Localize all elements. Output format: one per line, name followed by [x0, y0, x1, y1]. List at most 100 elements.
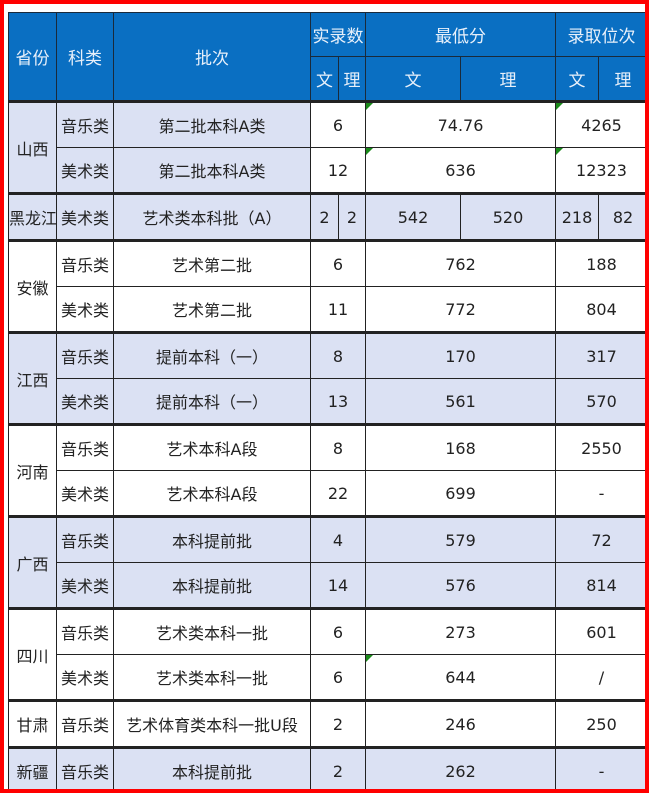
- batch-cell: 艺术本科A段: [113, 423, 311, 471]
- category-cell: 音乐类: [56, 746, 114, 789]
- batch-cell: 艺术体育类本科一批U段: [113, 699, 311, 748]
- min-li-cell: 520: [460, 192, 556, 241]
- table-row: 甘肃 音乐类 艺术体育类本科一批U段 2 246 250: [8, 699, 645, 748]
- rank-cell: 250: [555, 699, 645, 748]
- province-cell: 甘肃: [8, 699, 57, 748]
- min-score-cell: 772: [365, 286, 556, 333]
- min-score-cell: 699: [365, 470, 556, 517]
- table-row: 美术类 本科提前批 14 576 814: [9, 562, 645, 609]
- min-score-cell: 74.76: [365, 100, 556, 148]
- rank-cell: 814: [555, 562, 645, 609]
- table-row: 美术类 艺术类本科一批 6 644/: [9, 654, 645, 701]
- min-score-cell: 762: [365, 239, 556, 287]
- rank-cell: 2550: [555, 423, 645, 471]
- admitted-cell: 11: [310, 286, 366, 333]
- batch-cell: 本科提前批: [113, 515, 311, 563]
- admitted-cell: 2: [310, 699, 366, 748]
- province-cell: 山西: [8, 100, 57, 194]
- header-admitted-wen: 文: [310, 56, 339, 102]
- table-row: 山西 音乐类 第二批本科A类 6 74.76 4265: [8, 100, 645, 194]
- rank-cell: -: [555, 470, 645, 517]
- min-score-cell: 168: [365, 423, 556, 471]
- table-row: 美术类 第二批本科A类 12 636 12323: [9, 147, 645, 194]
- category-cell: 美术类: [56, 562, 114, 609]
- header-category: 科类: [56, 12, 114, 102]
- batch-cell: 第二批本科A类: [113, 147, 311, 194]
- min-score-cell: 246: [365, 699, 556, 748]
- category-cell: 美术类: [56, 470, 114, 517]
- category-cell: 音乐类: [56, 699, 114, 748]
- province-cell: 河南: [8, 423, 57, 517]
- admitted-cell: 6: [310, 239, 366, 287]
- min-score-cell: 262: [365, 746, 556, 789]
- admitted-cell: 22: [310, 470, 366, 517]
- rank-cell: 72: [555, 515, 645, 563]
- admitted-cell: 6: [310, 100, 366, 148]
- batch-cell: 第二批本科A类: [113, 100, 311, 148]
- header-admitted-li: 理: [338, 56, 366, 102]
- admitted-cell: 6: [310, 607, 366, 655]
- table-row: 安徽 音乐类 艺术第二批 6 762 188: [8, 239, 645, 333]
- header-min-li: 理: [460, 56, 556, 102]
- rank-cell: -: [555, 746, 645, 789]
- table-row: 河南 音乐类 艺术本科A段 8 168 2550: [8, 423, 645, 517]
- min-score-cell: 170: [365, 331, 556, 379]
- header-min-score: 最低分: [365, 12, 556, 57]
- admitted-cell: 6: [310, 654, 366, 701]
- category-cell: 美术类: [56, 192, 114, 241]
- min-score-cell: 579: [365, 515, 556, 563]
- category-cell: 美术类: [56, 286, 114, 333]
- category-cell: 音乐类: [56, 100, 114, 148]
- batch-cell: 艺术类本科批（A）: [113, 192, 311, 241]
- category-cell: 音乐类: [56, 515, 114, 563]
- rank-cell: 4265: [555, 100, 645, 148]
- table-row: 美术类 艺术第二批 11 772 804: [9, 286, 645, 333]
- category-cell: 音乐类: [56, 331, 114, 379]
- batch-cell: 本科提前批: [113, 562, 311, 609]
- province-cell: 广西: [8, 515, 57, 609]
- category-cell: 音乐类: [56, 423, 114, 471]
- table-row: 美术类 艺术本科A段 22 699-: [9, 470, 645, 517]
- rank-li-cell: 82: [598, 192, 645, 241]
- admitted-cell: 13: [310, 378, 366, 425]
- batch-cell: 艺术类本科一批: [113, 654, 311, 701]
- table-row: 美术类 提前本科（一） 13 561 570: [9, 378, 645, 425]
- admitted-wen-cell: 2: [310, 192, 339, 241]
- admission-table: 省份 科类 批次 实录数 最低分 录取位次 文 理 文 理 文 理 山西 音乐类第…: [8, 12, 645, 789]
- header-batch: 批次: [113, 12, 311, 102]
- category-cell: 美术类: [56, 147, 114, 194]
- admitted-li-cell: 2: [338, 192, 366, 241]
- admitted-cell: 4: [310, 515, 366, 563]
- header-rank-li: 理: [598, 56, 645, 102]
- province-cell: 四川: [8, 607, 57, 701]
- province-cell: 黑龙江: [8, 192, 57, 241]
- admitted-cell: 8: [310, 423, 366, 471]
- admitted-cell: 8: [310, 331, 366, 379]
- min-score-cell: 576: [365, 562, 556, 609]
- rank-wen-cell: 218: [555, 192, 599, 241]
- min-score-cell: 273: [365, 607, 556, 655]
- province-cell: 江西: [8, 331, 57, 425]
- min-score-cell: 644: [365, 654, 556, 701]
- header-admitted: 实录数: [310, 12, 366, 57]
- table-row: 广西 音乐类 本科提前批 4 579 72: [8, 515, 645, 609]
- header-province: 省份: [8, 12, 57, 102]
- batch-cell: 本科提前批: [113, 746, 311, 789]
- rank-cell: 601: [555, 607, 645, 655]
- header-rank: 录取位次: [555, 12, 645, 57]
- min-wen-cell: 542: [365, 192, 461, 241]
- header-rank-wen: 文: [555, 56, 599, 102]
- category-cell: 音乐类: [56, 239, 114, 287]
- header-min-wen: 文: [365, 56, 461, 102]
- batch-cell: 艺术类本科一批: [113, 607, 311, 655]
- category-cell: 美术类: [56, 654, 114, 701]
- table-row: 新疆 音乐类 本科提前批 2 262-: [8, 746, 645, 789]
- province-cell: 新疆: [8, 746, 57, 789]
- batch-cell: 提前本科（一）: [113, 378, 311, 425]
- table-row: 江西 音乐类 提前本科（一） 8 170 317: [8, 331, 645, 425]
- rank-cell: /: [555, 654, 645, 701]
- batch-cell: 艺术第二批: [113, 239, 311, 287]
- admitted-cell: 12: [310, 147, 366, 194]
- rank-cell: 188: [555, 239, 645, 287]
